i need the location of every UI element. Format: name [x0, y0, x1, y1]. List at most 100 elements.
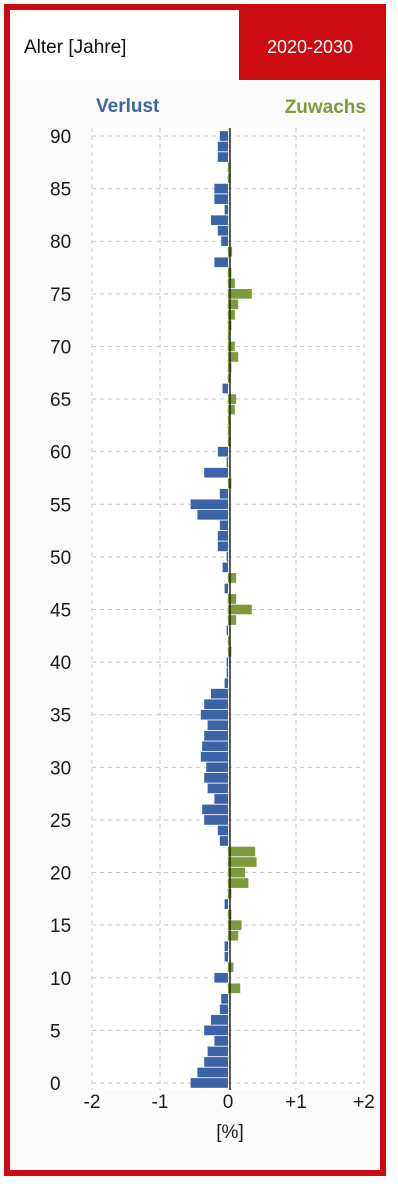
x-tick-label: +1 — [285, 1092, 307, 1113]
bar-loss — [197, 509, 228, 520]
bar-gain — [228, 425, 230, 436]
bar-loss — [224, 899, 228, 909]
bar-loss — [217, 225, 228, 236]
bar-gain — [228, 867, 245, 878]
bar-loss — [224, 678, 228, 688]
y-tick-label: 30 — [50, 758, 71, 779]
y-tick-label: 45 — [50, 601, 71, 622]
bar-loss — [204, 467, 228, 478]
bar-loss — [217, 825, 228, 836]
bar-loss — [219, 1004, 228, 1015]
bar-loss — [204, 730, 228, 741]
bar-gain — [228, 983, 241, 994]
y-tick-label: 35 — [50, 706, 71, 727]
y-tick-label: 85 — [50, 180, 71, 201]
bar-loss — [222, 562, 228, 573]
y-tick-label: 70 — [50, 337, 71, 358]
bar-loss — [211, 688, 228, 699]
bar-loss — [226, 657, 228, 667]
bar-gain — [228, 299, 239, 310]
bar-gain — [228, 415, 231, 425]
y-tick-label: 75 — [50, 285, 71, 306]
y-tick-label: 10 — [50, 969, 71, 990]
x-tick-label: 0 — [223, 1092, 234, 1113]
bar-loss — [219, 131, 228, 141]
bar-gain — [228, 162, 230, 173]
bar-gain — [228, 604, 252, 615]
y-tick-label: 40 — [50, 653, 71, 674]
bar-loss — [204, 773, 228, 783]
x-tick-label: -2 — [84, 1092, 101, 1113]
y-tick-label: 90 — [50, 127, 71, 148]
y-tick-labels: 0 5 10 15 20 25 30 35 40 45 50 55 60 65 70 75 80 85 90 — [50, 127, 71, 1095]
x-tick-label: +2 — [353, 1092, 375, 1113]
bar-gain — [228, 352, 239, 362]
bar-loss — [224, 951, 228, 962]
bar-loss — [214, 1036, 228, 1046]
header-left-box — [10, 10, 239, 80]
bar-loss — [217, 446, 228, 457]
bar-loss — [224, 583, 228, 594]
bar-loss — [207, 1046, 228, 1057]
bar-loss — [217, 152, 228, 162]
bar-gain — [228, 878, 249, 888]
bar-gain — [228, 310, 235, 320]
bar-loss — [202, 741, 228, 752]
bar-loss — [221, 236, 228, 247]
bar-gain — [228, 394, 237, 404]
bar-loss — [190, 499, 228, 510]
bar-loss — [214, 972, 228, 983]
y-tick-label: 20 — [50, 864, 71, 885]
y-tick-label: 65 — [50, 390, 71, 411]
x-axis-label: [%] — [216, 1122, 243, 1143]
bar-loss — [214, 794, 228, 804]
bar-loss — [221, 993, 228, 1004]
x-tick-label: -1 — [152, 1092, 169, 1113]
y-tick-label: 0 — [50, 1074, 61, 1095]
bar-loss — [217, 531, 228, 541]
y-tick-label: 15 — [50, 916, 71, 937]
bar-loss — [211, 1015, 228, 1025]
bar-loss — [214, 183, 228, 194]
bar-gain — [228, 615, 237, 625]
bar-gain — [228, 173, 231, 183]
header-right-label: 2020-2030 — [267, 37, 353, 57]
x-tick-labels: -2 -1 0 +1 +2 — [84, 1092, 375, 1113]
bar-loss — [214, 194, 228, 204]
bar-loss — [211, 215, 228, 226]
bar-loss — [224, 941, 228, 952]
bar-gain — [228, 278, 235, 289]
legend-loss-label: Verlust — [96, 96, 160, 117]
y-tick-label: 50 — [50, 548, 71, 569]
bar-loss — [226, 457, 228, 468]
bars — [190, 131, 257, 1088]
bar-loss — [217, 141, 228, 152]
y-tick-label: 80 — [50, 232, 71, 253]
bar-gain — [228, 341, 235, 352]
bar-gain — [228, 857, 257, 867]
bar-loss — [217, 541, 228, 552]
bar-loss — [226, 625, 228, 636]
bar-loss — [202, 804, 228, 815]
bar-gain — [228, 930, 239, 941]
bar-loss — [219, 520, 228, 531]
bar-gain — [228, 404, 235, 415]
bar-gain — [228, 846, 256, 857]
bar-loss — [190, 1078, 228, 1088]
y-tick-label: 60 — [50, 443, 71, 464]
bar-loss — [226, 667, 228, 678]
bar-loss — [204, 1025, 228, 1036]
bar-gain — [228, 288, 252, 299]
bar-loss — [219, 836, 228, 846]
bar-loss — [224, 204, 228, 215]
bar-gain — [228, 636, 230, 646]
header-left-label: Alter [Jahre] — [24, 37, 126, 58]
bar-loss — [226, 552, 228, 562]
bar-loss — [207, 783, 228, 794]
y-tick-label: 5 — [50, 1021, 61, 1042]
bar-loss — [204, 699, 228, 710]
bar-loss — [197, 1067, 228, 1078]
bar-gain — [228, 331, 230, 341]
header-right-box — [239, 10, 380, 80]
